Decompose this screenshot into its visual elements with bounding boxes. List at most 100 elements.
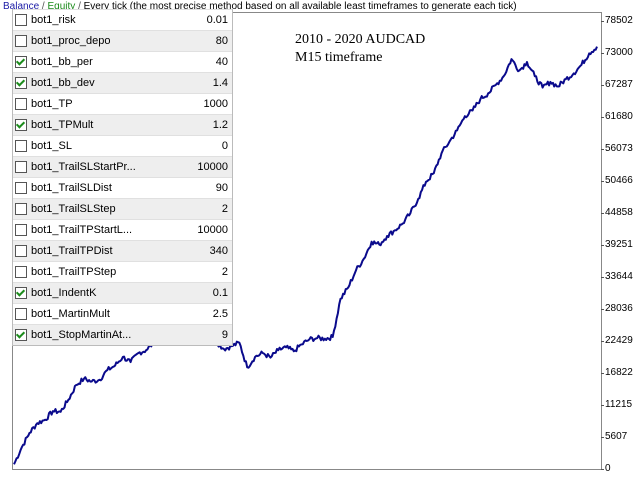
y-tick-label: 50466 xyxy=(605,175,633,186)
parameter-value[interactable]: 2 xyxy=(221,203,228,215)
y-tick-label: 28036 xyxy=(605,303,633,314)
parameter-value[interactable]: 1.4 xyxy=(212,77,228,89)
parameter-row[interactable]: bot1_StopMartinAt... 9 xyxy=(13,324,232,345)
y-tick-label: 22429 xyxy=(605,335,633,346)
parameter-name: bot1_TPMult xyxy=(31,119,94,131)
annotation-symbol-range: 2010 - 2020 AUDCAD xyxy=(295,32,426,47)
parameter-name: bot1_TrailSLStep xyxy=(31,203,116,215)
chart-annotation: 2010 - 2020 AUDCAD M15 timeframe xyxy=(295,31,425,67)
parameter-row[interactable]: bot1_risk 0.01 xyxy=(13,9,232,30)
y-tick-mark xyxy=(601,149,604,150)
parameter-value[interactable]: 0.1 xyxy=(212,287,228,299)
parameter-row[interactable]: bot1_bb_per 40 xyxy=(13,51,232,72)
y-tick-mark xyxy=(601,309,604,310)
y-tick-label: 44858 xyxy=(605,207,633,218)
parameter-value[interactable]: 40 xyxy=(215,56,228,68)
optimize-checkbox[interactable] xyxy=(15,98,27,110)
parameter-row[interactable]: bot1_bb_dev 1.4 xyxy=(13,72,232,93)
optimize-checkbox[interactable] xyxy=(15,203,27,215)
optimize-checkbox[interactable] xyxy=(15,308,27,320)
test-mode-label: Every tick (the most precise method base… xyxy=(83,1,517,12)
optimize-checkbox[interactable] xyxy=(15,266,27,278)
y-axis: 78502 73000 67287 61680 56073 50466 44858 39251… xyxy=(601,0,640,480)
parameter-name: bot1_TP xyxy=(31,98,73,110)
y-tick-label: 56073 xyxy=(605,143,633,154)
chart-plot xyxy=(13,46,598,465)
parameter-row[interactable]: bot1_TrailSLStep 2 xyxy=(13,198,232,219)
y-tick-label: 5607 xyxy=(605,431,628,442)
y-tick-mark xyxy=(601,373,604,374)
parameter-row[interactable]: bot1_TrailTPStep 2 xyxy=(13,261,232,282)
parameter-name: bot1_IndentK xyxy=(31,287,97,299)
parameter-name: bot1_proc_depo xyxy=(31,35,111,47)
y-tick-label: 11215 xyxy=(605,399,633,410)
parameter-value[interactable]: 10000 xyxy=(197,224,228,236)
parameter-value[interactable]: 2 xyxy=(221,266,228,278)
parameter-value[interactable]: 0.01 xyxy=(206,14,228,26)
parameter-row[interactable]: bot1_TrailTPStartL... 10000 xyxy=(13,219,232,240)
y-tick-label: 0 xyxy=(605,463,611,474)
y-tick-label: 61680 xyxy=(605,111,633,122)
parameter-value[interactable]: 0 xyxy=(221,140,228,152)
parameter-value[interactable]: 1.2 xyxy=(212,119,228,131)
optimize-checkbox[interactable] xyxy=(15,119,27,131)
optimize-checkbox[interactable] xyxy=(15,287,27,299)
parameter-value[interactable]: 80 xyxy=(215,35,228,47)
parameter-name: bot1_StopMartinAt... xyxy=(31,329,132,341)
parameter-row[interactable]: bot1_IndentK 0.1 xyxy=(13,282,232,303)
parameter-row[interactable]: bot1_TP 1000 xyxy=(13,93,232,114)
y-tick-mark xyxy=(601,277,604,278)
parameter-row[interactable]: bot1_MartinMult 2.5 xyxy=(13,303,232,324)
optimize-checkbox[interactable] xyxy=(15,56,27,68)
y-tick-label: 78502 xyxy=(605,15,633,26)
parameter-row[interactable]: bot1_TrailSLDist 90 xyxy=(13,177,232,198)
parameter-name: bot1_TrailTPStartL... xyxy=(31,224,133,236)
annotation-timeframe: M15 timeframe xyxy=(295,50,383,65)
y-tick-label: 33644 xyxy=(605,271,633,282)
optimize-checkbox[interactable] xyxy=(15,245,27,257)
parameter-value[interactable]: 90 xyxy=(215,182,228,194)
parameter-value[interactable]: 2.5 xyxy=(212,308,228,320)
y-tick-mark xyxy=(601,405,604,406)
y-tick-mark xyxy=(601,437,604,438)
optimize-checkbox[interactable] xyxy=(15,77,27,89)
parameter-value[interactable]: 10000 xyxy=(197,161,228,173)
parameter-name: bot1_TrailTPStep xyxy=(31,266,117,278)
parameter-value[interactable]: 1000 xyxy=(203,98,228,110)
optimize-checkbox[interactable] xyxy=(15,161,27,173)
optimize-checkbox[interactable] xyxy=(15,140,27,152)
y-tick-mark xyxy=(601,181,604,182)
y-tick-mark xyxy=(601,245,604,246)
parameter-row[interactable]: bot1_TPMult 1.2 xyxy=(13,114,232,135)
optimize-checkbox[interactable] xyxy=(15,329,27,341)
equity-legend[interactable]: Equity xyxy=(47,1,76,12)
optimize-checkbox[interactable] xyxy=(15,224,27,236)
y-tick-mark xyxy=(601,469,604,470)
parameter-value[interactable]: 340 xyxy=(209,245,228,257)
y-tick-label: 16822 xyxy=(605,367,633,378)
y-tick-mark xyxy=(601,341,604,342)
parameter-row[interactable]: bot1_SL 0 xyxy=(13,135,232,156)
parameter-name: bot1_TrailTPDist xyxy=(31,245,113,257)
balance-line xyxy=(13,46,598,465)
parameters-panel: bot1_risk 0.01 bot1_proc_depo 80 bot1_bb_per… xyxy=(12,9,233,346)
parameter-row[interactable]: bot1_proc_depo 80 xyxy=(13,30,232,51)
optimize-checkbox[interactable] xyxy=(15,14,27,26)
parameter-name: bot1_bb_dev xyxy=(31,77,95,89)
legend-separator: / xyxy=(41,1,45,12)
balance-legend[interactable]: Balance xyxy=(3,1,40,12)
parameter-row[interactable]: bot1_TrailSLStartPr... 10000 xyxy=(13,156,232,177)
parameter-name: bot1_TrailSLDist xyxy=(31,182,112,194)
y-tick-label: 67287 xyxy=(605,79,633,90)
legend-separator: / xyxy=(78,1,81,12)
y-tick-mark xyxy=(601,213,604,214)
optimize-checkbox[interactable] xyxy=(15,35,27,47)
parameter-row[interactable]: bot1_TrailTPDist 340 xyxy=(13,240,232,261)
y-tick-mark xyxy=(601,53,604,54)
tester-header: Balance / Equity / Every tick (the most … xyxy=(3,1,517,13)
optimize-checkbox[interactable] xyxy=(15,182,27,194)
parameter-value[interactable]: 9 xyxy=(221,329,228,341)
parameter-name: bot1_risk xyxy=(31,14,76,26)
parameter-name: bot1_MartinMult xyxy=(31,308,110,320)
y-tick-label: 73000 xyxy=(605,47,633,58)
